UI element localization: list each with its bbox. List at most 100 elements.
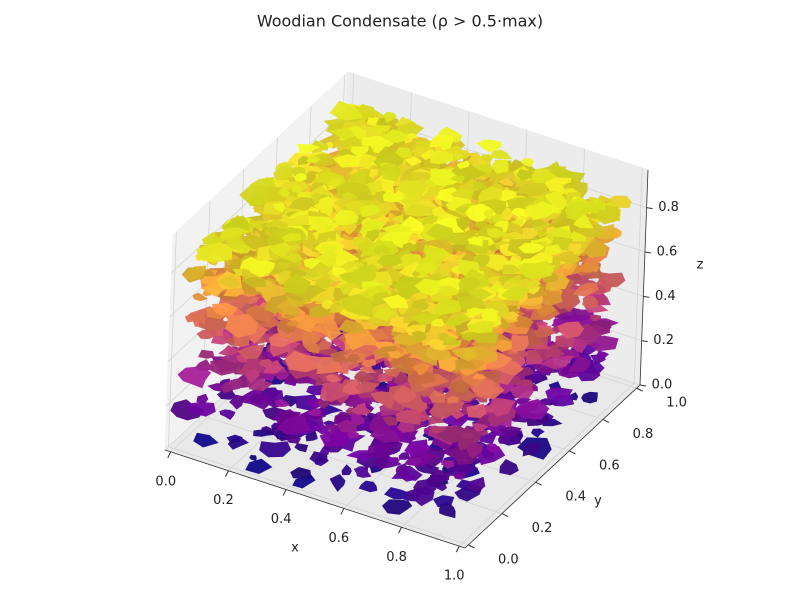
isosurface-patch <box>451 347 478 362</box>
axes: 0.0 0.2 0.4 0.6 0.8 1.0 0.0 0.2 0.4 0.6 0.8 1.0 0.0 0… <box>155 169 687 584</box>
isosurface-patch <box>315 249 339 268</box>
isosurface-patch <box>395 180 427 198</box>
isosurface-patch <box>365 229 385 242</box>
isosurface-patch <box>323 423 339 433</box>
isosurface-patch <box>288 244 302 251</box>
tick-mark <box>455 545 460 553</box>
isosurface-patch <box>273 202 285 213</box>
isosurface-patch <box>531 168 562 186</box>
isosurface-patch <box>417 453 438 460</box>
isosurface-patch <box>355 381 380 394</box>
isosurface-patch <box>262 407 292 421</box>
tick-mark <box>639 384 647 387</box>
isosurface-patch <box>259 441 292 458</box>
grid-line <box>167 231 177 447</box>
isosurface-patch <box>431 399 464 419</box>
isosurface-patch <box>400 474 416 482</box>
isosurface-patch <box>581 297 599 309</box>
isosurface-patch <box>303 257 321 270</box>
isosurface-patch <box>374 455 402 469</box>
isosurface-patch <box>237 357 266 376</box>
isosurface-patch <box>291 184 302 193</box>
isosurface-patch <box>500 285 530 301</box>
isosurface-patch <box>280 395 298 407</box>
isosurface-patch <box>511 219 524 225</box>
isosurface-patch <box>450 175 465 184</box>
isosurface-patch <box>373 292 390 306</box>
isosurface-patch <box>447 396 459 404</box>
isosurface-patch <box>439 503 456 519</box>
isosurface-patch <box>235 243 252 254</box>
isosurface-patch <box>382 167 398 182</box>
isosurface-patch <box>372 124 392 132</box>
isosurface-patch <box>411 330 426 340</box>
isosurface-patch <box>286 320 298 327</box>
isosurface-patch <box>405 204 431 217</box>
isosurface-patch <box>562 263 573 270</box>
isosurface-patch <box>466 441 484 459</box>
tick-mark <box>340 508 345 515</box>
isosurface-patch <box>342 378 365 396</box>
isosurface-patch <box>465 476 486 493</box>
isosurface-patch <box>317 244 339 253</box>
isosurface-patch <box>570 230 587 242</box>
isosurface-patch <box>467 321 495 334</box>
y-axis-label: y <box>594 494 602 509</box>
isosurface-patch <box>539 355 575 370</box>
isosurface-patch <box>451 380 470 393</box>
isosurface-patch <box>297 143 321 155</box>
isosurface-patch <box>455 314 468 321</box>
isosurface-patch <box>182 265 207 281</box>
x-tick-label: 0.4 <box>271 512 292 527</box>
isosurface-patch <box>249 454 257 461</box>
isosurface-patch <box>369 424 402 443</box>
isosurface-patch <box>439 141 452 151</box>
isosurface-patch <box>319 428 351 447</box>
isosurface-patch <box>518 242 545 254</box>
isosurface-patch <box>229 394 246 410</box>
isosurface-patch <box>531 226 545 231</box>
isosurface-patch <box>345 396 361 407</box>
isosurface-patch <box>398 451 411 460</box>
isosurface-patch <box>510 335 529 353</box>
isosurface-patch <box>218 345 242 356</box>
isosurface-patch <box>516 379 534 387</box>
isosurface-patch <box>350 402 372 416</box>
x-axis-label: x <box>291 541 299 556</box>
isosurface-patch <box>573 214 594 229</box>
isosurface-patch <box>465 203 497 224</box>
isosurface <box>170 100 632 519</box>
isosurface-patch <box>471 422 489 432</box>
isosurface-patch <box>263 359 283 374</box>
isosurface-patch <box>439 313 450 322</box>
isosurface-patch <box>466 403 487 419</box>
y-tick-label: 0.4 <box>565 490 586 505</box>
isosurface-patch <box>329 100 364 122</box>
y-tick-label: 0.8 <box>633 427 654 442</box>
isosurface-patch <box>557 321 585 339</box>
isosurface-patch <box>395 463 410 477</box>
isosurface-patch <box>595 210 621 225</box>
isosurface-patch <box>241 386 273 410</box>
tick-mark <box>641 340 648 343</box>
isosurface-patch <box>241 276 267 288</box>
isosurface-patch <box>187 402 216 417</box>
isosurface-patch <box>196 242 233 263</box>
isosurface-patch <box>303 343 320 354</box>
isosurface-patch <box>220 377 244 394</box>
isosurface-patch <box>589 314 602 321</box>
isosurface-patch <box>473 379 504 396</box>
isosurface-patch <box>453 153 463 160</box>
axis-line <box>464 384 641 549</box>
isosurface-patch <box>392 276 426 298</box>
isosurface-patch <box>281 253 303 264</box>
z-tick-label: 0.8 <box>658 200 679 215</box>
isosurface-patch <box>359 204 381 217</box>
tick-mark <box>501 513 509 517</box>
isosurface-patch <box>411 362 427 373</box>
isosurface-patch <box>269 242 293 258</box>
isosurface-patch <box>454 357 478 373</box>
isosurface-patch <box>461 432 474 439</box>
isosurface-patch <box>185 313 206 324</box>
